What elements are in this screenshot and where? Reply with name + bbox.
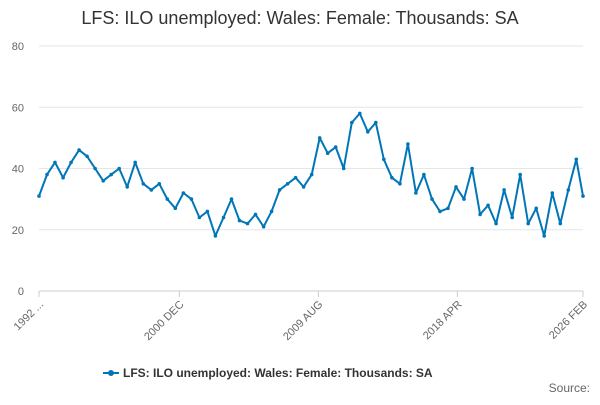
data-point bbox=[502, 188, 506, 192]
data-point bbox=[77, 148, 81, 152]
data-point bbox=[325, 151, 330, 155]
data-point bbox=[406, 142, 410, 146]
data-point bbox=[221, 215, 226, 220]
data-point bbox=[526, 221, 530, 226]
data-point bbox=[269, 209, 274, 214]
data-point bbox=[61, 175, 65, 180]
data-point bbox=[101, 179, 105, 183]
data-point bbox=[109, 172, 113, 177]
data-point bbox=[317, 136, 322, 140]
x-tick-label: 2000 DEC bbox=[142, 299, 186, 343]
data-point bbox=[382, 157, 386, 162]
data-point bbox=[390, 175, 394, 180]
source-label: Source: bbox=[549, 381, 590, 395]
data-point bbox=[358, 111, 362, 116]
gridlines bbox=[39, 45, 583, 292]
data-point bbox=[414, 191, 418, 195]
data-point bbox=[229, 197, 234, 201]
x-tick-label: 2018 APR bbox=[421, 299, 465, 343]
data-point bbox=[117, 166, 121, 171]
x-tick-label: 2009 AUG bbox=[281, 299, 325, 343]
data-point bbox=[510, 215, 514, 220]
data-point bbox=[253, 212, 258, 217]
data-point bbox=[205, 209, 210, 214]
data-point bbox=[374, 120, 378, 125]
data-point bbox=[237, 218, 242, 223]
data-point bbox=[125, 185, 129, 189]
y-tick-label: 40 bbox=[12, 164, 24, 176]
data-point bbox=[430, 197, 434, 201]
legend-label: LFS: ILO unemployed: Wales: Female: Thou… bbox=[123, 366, 433, 380]
data-point bbox=[494, 221, 498, 226]
data-point bbox=[189, 197, 194, 201]
y-tick-label: 60 bbox=[12, 102, 24, 114]
data-point bbox=[93, 166, 97, 171]
data-point bbox=[333, 145, 338, 149]
data-point bbox=[285, 182, 290, 186]
data-point bbox=[422, 172, 426, 177]
legend-marker-swatch bbox=[108, 370, 114, 376]
x-tick-label: 2026 FEB bbox=[547, 299, 590, 342]
data-point bbox=[37, 194, 41, 198]
data-point bbox=[277, 188, 282, 192]
data-point bbox=[141, 182, 146, 186]
data-point bbox=[69, 160, 73, 165]
data-point bbox=[213, 234, 218, 238]
data-point bbox=[350, 120, 354, 125]
data-point bbox=[53, 160, 57, 165]
data-point bbox=[550, 191, 555, 195]
data-point bbox=[133, 160, 137, 165]
data-point bbox=[309, 172, 314, 177]
x-tick-label: 1992 ... bbox=[12, 299, 46, 333]
data-point bbox=[157, 182, 162, 186]
data-point bbox=[181, 191, 186, 195]
data-point bbox=[558, 221, 563, 226]
data-point bbox=[566, 188, 571, 192]
data-point bbox=[470, 166, 474, 171]
data-point bbox=[85, 154, 89, 159]
data-point bbox=[478, 212, 482, 217]
data-point bbox=[165, 197, 170, 201]
data-point bbox=[581, 194, 585, 198]
data-point bbox=[462, 197, 466, 201]
data-point bbox=[341, 166, 346, 171]
data-point bbox=[574, 157, 579, 162]
chart-title: LFS: ILO unemployed: Wales: Female: Thou… bbox=[81, 8, 518, 28]
data-point bbox=[301, 185, 306, 189]
data-point bbox=[534, 206, 538, 211]
data-point bbox=[486, 203, 490, 208]
data-point bbox=[518, 172, 522, 177]
y-tick-label: 80 bbox=[12, 41, 24, 53]
data-point bbox=[293, 175, 298, 180]
data-point bbox=[454, 185, 458, 189]
data-point bbox=[366, 130, 370, 134]
data-point bbox=[438, 209, 442, 214]
data-point bbox=[398, 182, 402, 186]
data-point bbox=[261, 224, 266, 229]
data-point bbox=[45, 172, 49, 177]
data-point bbox=[149, 188, 154, 192]
y-tick-label: 0 bbox=[18, 286, 24, 298]
data-point bbox=[173, 206, 178, 211]
legend[interactable]: LFS: ILO unemployed: Wales: Female: Thou… bbox=[103, 366, 433, 380]
data-point bbox=[446, 206, 450, 211]
series-layer bbox=[37, 111, 585, 238]
data-point bbox=[245, 221, 250, 226]
data-point bbox=[197, 215, 202, 220]
y-tick-label: 20 bbox=[12, 225, 24, 237]
data-point bbox=[542, 234, 546, 238]
